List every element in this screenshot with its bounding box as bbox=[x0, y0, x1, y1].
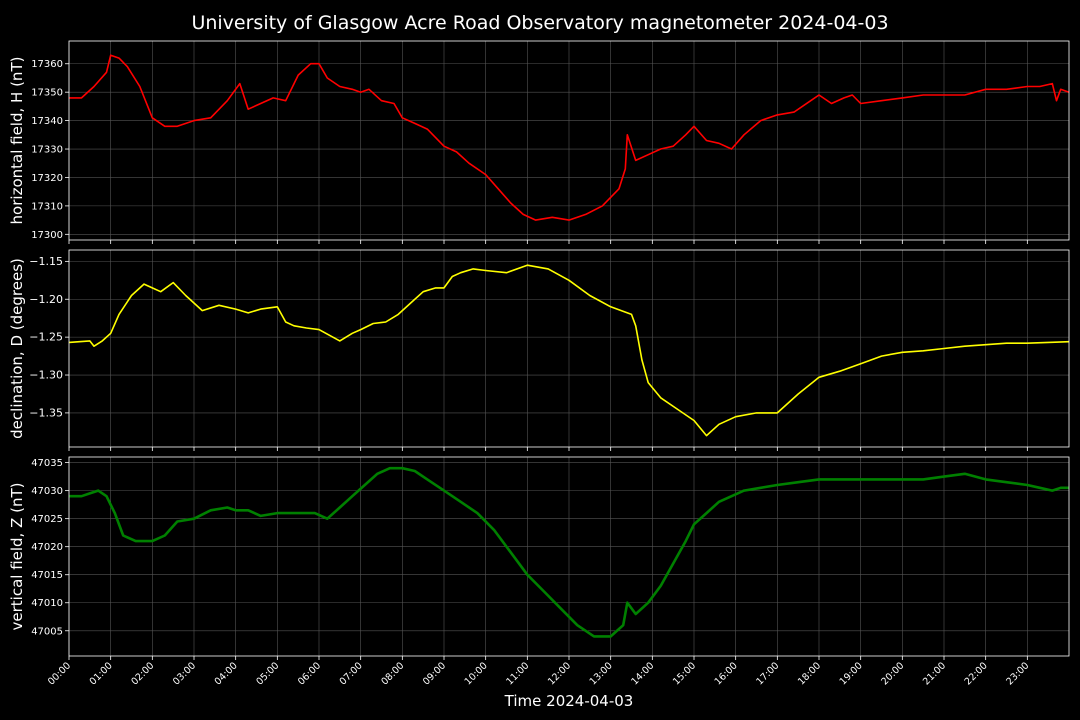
y-axis-label: declination, D (degrees) bbox=[8, 258, 26, 439]
y-tick-label: 17310 bbox=[31, 201, 63, 212]
series-line-H bbox=[69, 54, 1070, 221]
y-tick-label: 17320 bbox=[31, 173, 63, 184]
panel-H: 17300 17310 17320 17330 17340 17350 17360 horiz… bbox=[8, 40, 1070, 244]
panel-frame bbox=[68, 249, 1070, 448]
y-tick-label: −1.30 bbox=[29, 369, 63, 382]
y-tick-label: 47030 bbox=[31, 486, 63, 497]
y-tick-label: 17300 bbox=[31, 230, 63, 241]
y-tick-label: −1.20 bbox=[29, 293, 63, 306]
y-tick-label: 47010 bbox=[31, 598, 63, 609]
y-tick-label: −1.15 bbox=[29, 255, 63, 268]
y-tick-label: 17340 bbox=[31, 116, 63, 127]
panel-frame bbox=[68, 40, 1070, 241]
y-tick-label: 17360 bbox=[31, 59, 63, 70]
panel-frame bbox=[68, 456, 1070, 657]
y-tick-label: 47020 bbox=[31, 542, 63, 553]
panel-Z: 47005 47010 47015 47020 47025 47030 47035 verti… bbox=[8, 456, 1070, 660]
y-axis-label: vertical field, Z (nT) bbox=[8, 482, 26, 630]
y-tick-label: 47025 bbox=[31, 514, 63, 525]
y-axis-label: horizontal field, H (nT) bbox=[8, 57, 26, 225]
series-line-D bbox=[68, 264, 1070, 437]
y-tick-label: −1.25 bbox=[29, 331, 63, 344]
y-tick-label: 47015 bbox=[31, 570, 63, 581]
y-tick-label: −1.35 bbox=[29, 406, 63, 419]
x-axis-label: Time 2024-04-03 bbox=[504, 692, 634, 710]
panels: 17300 17310 17320 17330 17340 17350 17360 horiz… bbox=[8, 40, 1070, 660]
y-tick-label: 17350 bbox=[31, 88, 63, 99]
figure-title: University of Glasgow Acre Road Observat… bbox=[191, 12, 888, 34]
y-tick-label: 47035 bbox=[31, 458, 63, 469]
y-tick-label: 17330 bbox=[31, 145, 63, 156]
series-line-Z bbox=[69, 466, 1069, 638]
y-tick-label: 47005 bbox=[31, 626, 63, 637]
